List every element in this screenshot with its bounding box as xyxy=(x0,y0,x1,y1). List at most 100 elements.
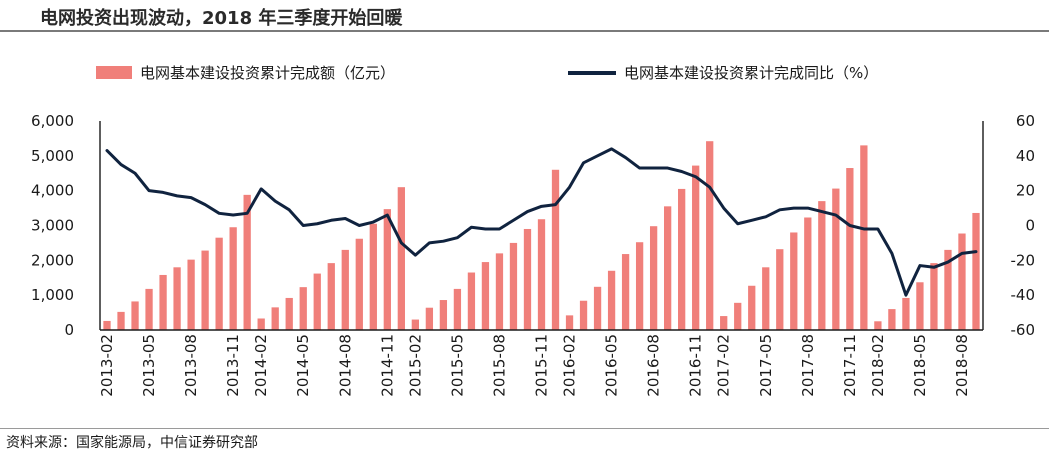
y-left-tick-label: 5,000 xyxy=(31,147,74,165)
y-right-tick-label: -40 xyxy=(1011,286,1036,304)
bar-2014-11 xyxy=(383,209,391,330)
bar-2018-06 xyxy=(930,263,938,330)
y-left-tick-label: 0 xyxy=(64,321,74,339)
bar-2016-03 xyxy=(579,300,588,330)
bar-2017-05 xyxy=(762,267,770,330)
bar-2017-04 xyxy=(748,285,756,330)
bar-2014-05 xyxy=(299,287,307,330)
bar-2016-08 xyxy=(649,226,658,330)
bar-2015-11 xyxy=(537,219,546,330)
chart-legend: 电网基本建设投资累计完成额（亿元） 电网基本建设投资累计完成同比（%） xyxy=(0,62,1049,90)
x-tick-label: 2018-08 xyxy=(953,334,971,397)
bar-2015-08 xyxy=(495,253,504,330)
bar-2013-05 xyxy=(145,288,153,330)
x-tick-label: 2013-08 xyxy=(182,334,200,397)
chart-plot: 0 1,000 2,000 3,000 4,000 5,000 6,000 -60 -40 -2… xyxy=(31,112,1036,397)
bar-2015-10 xyxy=(523,228,532,330)
bar-2016-04 xyxy=(593,286,602,330)
title-divider xyxy=(0,30,1049,32)
bar-2016-10 xyxy=(678,188,686,330)
bar-2018-02 xyxy=(874,321,882,330)
bar-2017-03 xyxy=(734,302,742,330)
x-tick-label: 2016-08 xyxy=(645,334,663,397)
bar-2017-10 xyxy=(832,188,840,330)
bar-2016-12 xyxy=(706,141,714,330)
bar-2015-12 xyxy=(551,169,560,330)
bar-2014-07 xyxy=(327,263,335,330)
bar-2015-04 xyxy=(439,300,448,330)
x-tick-label: 2018-05 xyxy=(911,334,929,397)
bar-2013-03 xyxy=(117,311,125,330)
source-divider xyxy=(0,428,1049,429)
bar-2014-12 xyxy=(397,187,405,330)
y-right-tick-label: -20 xyxy=(1011,251,1036,269)
x-tick-label: 2015-05 xyxy=(448,334,466,397)
x-tick-label: 2015-02 xyxy=(406,334,424,397)
source-note: 资料来源：国家能源局，中信证券研究部 xyxy=(6,435,258,451)
bar-2014-08 xyxy=(341,249,349,330)
bar-2013-02 xyxy=(103,320,111,330)
bar-2018-04 xyxy=(902,297,910,330)
bar-2018-07 xyxy=(944,249,952,330)
bar-2013-12 xyxy=(243,194,251,330)
x-tick-label: 2014-02 xyxy=(252,334,270,397)
y-right-tick-label: 60 xyxy=(1016,112,1035,130)
bar-2015-05 xyxy=(453,288,462,330)
bar-2016-02 xyxy=(565,315,574,330)
y-right-tick-label: 40 xyxy=(1016,147,1035,165)
x-tick-labels: 2013-02 2013-05 2013-08 2013-11 2014-02 2014-… xyxy=(98,334,971,397)
y-left-tick-label: 4,000 xyxy=(31,182,74,200)
bar-2014-06 xyxy=(313,273,321,330)
x-tick-label: 2013-11 xyxy=(224,334,242,397)
bar-2013-11 xyxy=(229,227,237,330)
y-left-tick-labels: 0 1,000 2,000 3,000 4,000 5,000 6,000 xyxy=(31,112,74,339)
bar-2013-08 xyxy=(187,259,195,330)
bar-2017-11 xyxy=(846,168,854,330)
x-tick-label: 2014-11 xyxy=(378,334,396,397)
bar-2017-07 xyxy=(790,232,798,330)
x-tick-label: 2017-08 xyxy=(799,334,817,397)
bar-2018-09 xyxy=(972,212,980,330)
bar-2015-02 xyxy=(411,319,419,330)
bar-2016-07 xyxy=(635,242,644,330)
bar-2016-06 xyxy=(621,254,630,330)
y-left-tick-label: 2,000 xyxy=(31,251,74,269)
bar-2014-02 xyxy=(257,318,265,330)
legend-line-swatch xyxy=(568,70,616,75)
chart-title: 电网投资出现波动，2018 年三季度开始回暖 xyxy=(40,8,403,29)
bar-2014-09 xyxy=(355,238,363,330)
bar-2018-03 xyxy=(888,309,896,330)
bar-2013-07 xyxy=(173,267,181,330)
axes xyxy=(99,121,984,331)
x-tick-label: 2017-02 xyxy=(715,334,733,397)
x-tick-label: 2016-05 xyxy=(603,334,621,397)
y-left-tick-label: 6,000 xyxy=(31,112,74,130)
bar-2016-05 xyxy=(607,270,616,330)
bar-2017-08 xyxy=(804,217,812,330)
bar-series xyxy=(103,141,980,330)
x-tick-label: 2013-02 xyxy=(98,334,116,397)
bar-2015-09 xyxy=(509,242,518,330)
bar-2015-03 xyxy=(425,307,434,330)
legend-item-line: 电网基本建设投资累计完成同比（%） xyxy=(568,62,878,83)
bar-2018-08 xyxy=(958,233,966,330)
bar-2013-10 xyxy=(215,237,223,330)
bar-2014-10 xyxy=(369,223,377,330)
y-right-tick-label: -60 xyxy=(1011,321,1036,339)
bar-2017-12 xyxy=(860,145,868,330)
x-tick-label: 2015-08 xyxy=(490,334,508,397)
bar-2014-03 xyxy=(271,307,279,330)
bar-2017-09 xyxy=(818,201,826,330)
line-yoy xyxy=(105,147,978,297)
x-tick-label: 2013-05 xyxy=(140,334,158,397)
x-tick-label: 2016-02 xyxy=(561,334,579,397)
x-tick-label: 2018-02 xyxy=(869,334,887,397)
legend-label-line: 电网基本建设投资累计完成同比（%） xyxy=(624,64,879,82)
bar-2016-09 xyxy=(664,206,672,330)
bar-2017-02 xyxy=(720,316,728,330)
x-tick-label: 2015-11 xyxy=(533,334,551,397)
x-tick-label: 2017-11 xyxy=(841,334,859,397)
bar-2015-06 xyxy=(467,272,476,330)
bar-2013-04 xyxy=(131,301,139,330)
bar-2017-06 xyxy=(776,249,784,330)
